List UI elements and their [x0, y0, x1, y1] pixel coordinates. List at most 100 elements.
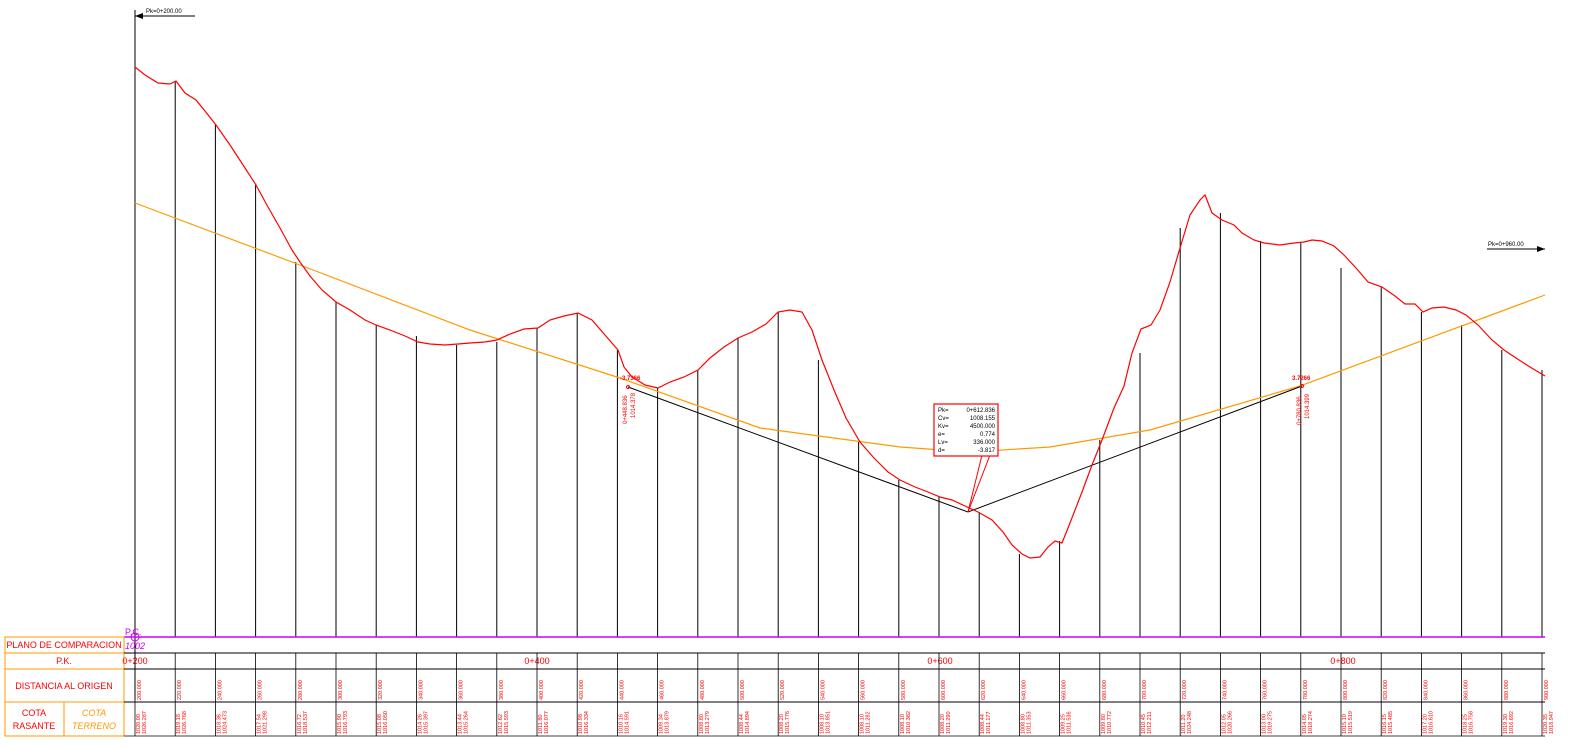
vertex-2: 3.7266 0+780.836 1014.399 [1292, 376, 1311, 425]
station-distance: 460.000 [660, 680, 666, 700]
station-cota-terreno: 1026.768 [182, 711, 188, 734]
station-cota-rasante: 1019.18 [176, 714, 182, 734]
station-cota-rasante: 1008.44 [739, 714, 745, 734]
station-distance: 640.000 [1021, 680, 1027, 700]
station-cota-terreno: 1010.772 [1107, 711, 1113, 734]
station-distance: 680.000 [1102, 680, 1108, 700]
station-cota-rasante: 1014.05 [1302, 714, 1308, 734]
cota-terreno-label-2: TERRENO [72, 721, 116, 731]
curve-box-value: 336.000 [973, 440, 995, 446]
station-cota-rasante: 1008.10 [819, 714, 825, 734]
station-cota-terreno: 1016.610 [1428, 711, 1434, 734]
station-distance: 820.000 [1383, 680, 1389, 700]
station-distance: 420.000 [579, 680, 585, 700]
station-cota-rasante: 1019.30 [1503, 714, 1509, 734]
data-table: PLANO DE COMPARACION P.K. DISTANCIA AL O… [4, 636, 1555, 737]
station-distance: 440.000 [619, 680, 625, 700]
cota-rasante-label-2: RASANTE [13, 721, 56, 731]
plano-comparacion-label: PLANO DE COMPARACION [6, 640, 121, 650]
station-cota-rasante: 1008.80 [699, 714, 705, 734]
end-marker: Pk=0+960.00 [1487, 242, 1545, 252]
pk-row-label: P.K. [56, 656, 72, 666]
station-cota-rasante: 1016.72 [297, 714, 303, 734]
station-cota-terreno: 1013.851 [825, 711, 831, 734]
station-cota-terreno: 1016.758 [1469, 711, 1475, 734]
curve-box-value: 0.774 [980, 432, 996, 438]
station-distance: 340.000 [418, 680, 424, 700]
station-cota-rasante: 1010.45 [1141, 714, 1147, 734]
station-distance: 560.000 [861, 680, 867, 700]
vertex-2-elev: 1014.399 [1305, 393, 1311, 419]
station-distance: 720.000 [1182, 680, 1188, 700]
datum-pc-label: P.C. [125, 627, 141, 637]
station-cota-terreno: 1011.290 [946, 711, 952, 734]
station-distance: 580.000 [901, 680, 907, 700]
station-cota-rasante: 1017.54 [257, 714, 263, 734]
station-cota-rasante: 1008.20 [940, 714, 946, 734]
station-distance: 480.000 [700, 680, 706, 700]
curve-box-key: Kv= [938, 424, 949, 430]
station-lines [134, 67, 1543, 637]
station-distance: 520.000 [780, 680, 786, 700]
station-cota-terreno: 1013.879 [665, 711, 671, 734]
station-cota-terreno: 1011.282 [866, 711, 872, 734]
station-cota-terreno: 1015.593 [504, 711, 510, 734]
station-distance: 840.000 [1423, 680, 1429, 700]
station-cota-terreno: 1018.537 [303, 711, 309, 734]
curve-box-key: e= [938, 432, 945, 438]
station-cota-terreno: 1012.211 [1147, 711, 1153, 734]
station-cota-rasante: 1011.20 [1181, 715, 1187, 734]
station-cota-terreno: 1015.485 [1388, 711, 1394, 734]
station-cota-rasante: 1014.26 [417, 714, 423, 734]
station-cota-rasante: 1017.20 [1422, 714, 1428, 734]
station-cota-terreno: 1014.591 [624, 711, 630, 734]
station-cota-rasante: 1015.90 [337, 714, 343, 734]
curve-data-box: Pk= 0+612.836 Cv= 1008.155 Kv= 4500.000 e= 0.77… [933, 403, 999, 513]
station-cota-terreno: 1011.177 [986, 711, 992, 734]
curve-box-value: 4500.000 [970, 424, 996, 430]
station-cota-terreno: 1021.298 [263, 711, 269, 734]
station-distance: 540.000 [820, 680, 826, 700]
station-cota-rasante: 1009.25 [1061, 714, 1067, 734]
station-cota-terreno: 1016.077 [544, 711, 550, 734]
station-cota-terreno: 1015.397 [423, 711, 429, 734]
station-distance: 780.000 [1303, 680, 1309, 700]
station-distance: 400.000 [539, 680, 545, 700]
station-cota-rasante: 1010.16 [618, 714, 624, 734]
station-cota-terreno: 1018.274 [1308, 711, 1314, 734]
station-distance: 200.000 [137, 680, 143, 700]
station-distance: 880.000 [1504, 680, 1510, 700]
curve-box-value: 1008.155 [970, 416, 996, 422]
station-cota-rasante: 1008.80 [1020, 714, 1026, 734]
station-cota-rasante: 1012.62 [498, 714, 504, 734]
station-distance: 220.000 [177, 680, 183, 700]
station-distance: 620.000 [981, 680, 987, 700]
station-cota-rasante: 1018.25 [1463, 714, 1469, 734]
station-cota-terreno: 1024.473 [222, 711, 228, 734]
vertex-2-flag: 3.7266 [1292, 376, 1311, 382]
station-cota-terreno: 1019.275 [1268, 711, 1274, 734]
station-cota-rasante: 1008.10 [900, 714, 906, 734]
vertex-1-flag: -3.7366 [620, 376, 641, 382]
station-distance: 800.000 [1343, 680, 1349, 700]
distancia-origen-label: DISTANCIA AL ORIGEN [15, 681, 113, 691]
curve-box-key: Cv= [938, 416, 949, 422]
datum-elevation: 1002 [125, 641, 145, 651]
cota-terreno-label-1: COTA [82, 708, 106, 718]
station-distance: 900.000 [1544, 680, 1550, 700]
station-cota-rasante: 1020.00 [136, 714, 142, 734]
station-cota-rasante: 1010.98 [578, 714, 584, 734]
vertex-1-pk: 0+448.836 [623, 395, 629, 424]
vertex-1-elev: 1014.378 [631, 392, 637, 418]
datum-marker: P.C. 1002 [125, 627, 145, 651]
curve-box-key: Pk= [938, 408, 949, 414]
start-marker-label: Pk=0+200.00 [146, 9, 182, 15]
station-cota-rasante: 1013.00 [1262, 714, 1268, 734]
station-cota-rasante: 1012.05 [1221, 714, 1227, 734]
station-cota-terreno: 1011.536 [1067, 711, 1073, 734]
station-distance: 280.000 [298, 680, 304, 700]
station-cota-rasante: 1015.10 [1342, 714, 1348, 734]
station-cota-terreno: 1015.776 [785, 711, 791, 734]
